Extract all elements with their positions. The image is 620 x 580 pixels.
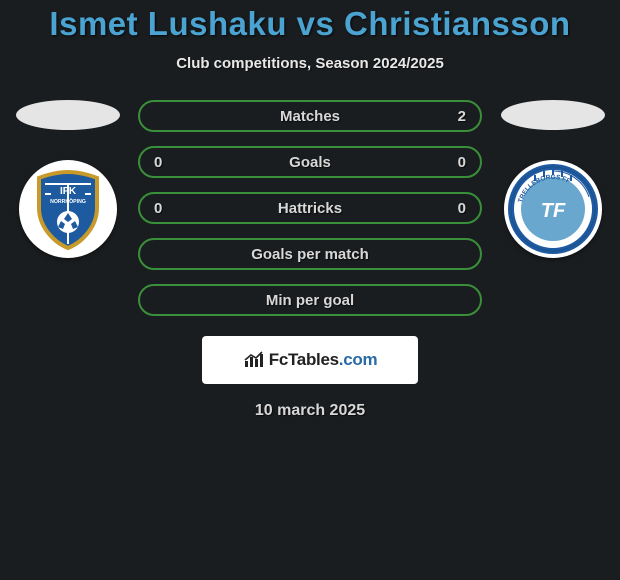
crest-icon: TRELLEBORGS FF TF <box>507 163 599 255</box>
stat-label: Goals per match <box>190 246 430 263</box>
stat-left-value: 0 <box>154 200 190 217</box>
stat-label: Matches <box>190 108 430 125</box>
compare-row: IFK NORRKÖPING Matches 2 0 Goals 0 0 Hat… <box>0 100 620 316</box>
brand-text: FcTables.com <box>269 350 378 370</box>
brand-suffix: .com <box>339 350 377 369</box>
stat-row-mpg: Min per goal <box>138 284 482 316</box>
comparison-card: Ismet Lushaku vs Christiansson Club comp… <box>0 0 620 420</box>
stat-label: Hattricks <box>190 200 430 217</box>
date-label: 10 march 2025 <box>0 402 620 420</box>
stat-right-value: 2 <box>430 108 466 125</box>
stat-label: Min per goal <box>190 292 430 309</box>
svg-text:IFK: IFK <box>59 186 76 197</box>
player-avatar-left <box>16 100 120 130</box>
club-badge-left: IFK NORRKÖPING <box>19 160 117 258</box>
svg-text:TF: TF <box>540 200 565 222</box>
stat-row-matches: Matches 2 <box>138 100 482 132</box>
brand-main: FcTables <box>269 350 339 369</box>
club-badge-right: TRELLEBORGS FF TF <box>504 160 602 258</box>
chart-icon <box>243 351 265 369</box>
stat-right-value: 0 <box>430 200 466 217</box>
shield-icon: IFK NORRKÖPING <box>25 166 111 252</box>
stat-row-goals: 0 Goals 0 <box>138 146 482 178</box>
left-column: IFK NORRKÖPING <box>15 100 120 258</box>
stat-left-value: 0 <box>154 154 190 171</box>
stat-row-gpm: Goals per match <box>138 238 482 270</box>
player-avatar-right <box>501 100 605 130</box>
svg-text:NORRKÖPING: NORRKÖPING <box>50 198 86 205</box>
stat-right-value: 0 <box>430 154 466 171</box>
right-column: TRELLEBORGS FF TF <box>500 100 605 258</box>
stat-row-hattricks: 0 Hattricks 0 <box>138 192 482 224</box>
page-title: Ismet Lushaku vs Christiansson <box>0 5 620 43</box>
subtitle: Club competitions, Season 2024/2025 <box>0 55 620 72</box>
stats-column: Matches 2 0 Goals 0 0 Hattricks 0 Goals … <box>138 100 482 316</box>
brand-badge[interactable]: FcTables.com <box>202 336 418 384</box>
stat-label: Goals <box>190 154 430 171</box>
